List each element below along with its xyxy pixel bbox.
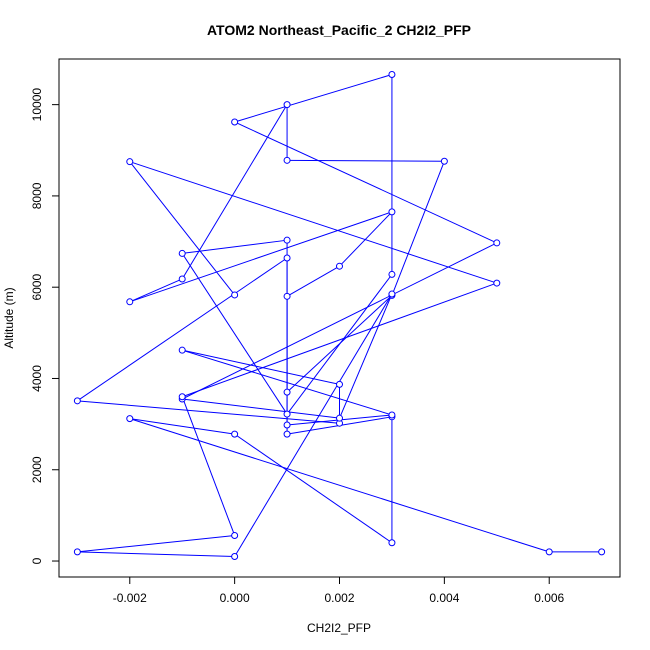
data-point (388, 539, 396, 547)
data-point (283, 430, 291, 438)
series-segment (181, 242, 498, 400)
data-point (493, 279, 501, 287)
series-segment (77, 534, 235, 553)
data-point (126, 298, 134, 306)
series-segment (234, 293, 393, 557)
series-segment (286, 265, 340, 297)
data-point (388, 411, 396, 419)
data-point (73, 548, 81, 556)
y-tick-label: 4000 (30, 365, 44, 392)
y-tick-label: 10000 (30, 88, 44, 122)
chart-title: ATOM2 Northeast_Pacific_2 CH2I2_PFP (207, 22, 471, 38)
series-segment (129, 211, 393, 303)
series-segment (234, 121, 497, 244)
series-segment (77, 551, 235, 557)
series-segment (181, 253, 288, 415)
data-point (178, 249, 186, 257)
data-point (283, 254, 291, 262)
y-tick-label: 2000 (30, 456, 44, 483)
x-tick-label: 0.006 (534, 591, 564, 605)
data-point (231, 552, 239, 560)
data-point (545, 548, 553, 556)
x-axis-label: CH2I2_PFP (307, 621, 371, 635)
data-point (283, 236, 291, 244)
series-segment (287, 159, 445, 162)
x-tick-label: -0.002 (113, 591, 147, 605)
data-point (283, 410, 291, 418)
x-tick-label: 0.000 (220, 591, 250, 605)
data-point (283, 292, 291, 300)
series-segment (182, 398, 340, 419)
series-segment (129, 418, 235, 435)
data-point (336, 262, 343, 270)
data-point (493, 239, 501, 247)
series-segment (77, 400, 340, 424)
x-tick-label: 0.002 (324, 591, 354, 605)
data-point (388, 208, 396, 216)
data-point (126, 415, 134, 423)
series-segment (129, 161, 497, 284)
y-axis: 0 2000 4000 6000 8000 10000 (30, 88, 60, 564)
data-point (283, 421, 291, 429)
x-axis: -0.002 0.000 0.002 0.004 0.006 (113, 576, 565, 605)
series-points (73, 71, 606, 560)
data-point (178, 393, 186, 401)
data-point (388, 270, 396, 278)
series-segment (391, 161, 445, 296)
series-segment (286, 274, 393, 415)
data-point (178, 275, 186, 283)
data-point (126, 158, 134, 166)
series-segment (182, 282, 497, 398)
y-tick-label: 8000 (30, 182, 44, 209)
y-axis-label: Altitude (m) (2, 287, 16, 348)
y-tick-label: 0 (30, 557, 44, 564)
data-point (283, 101, 291, 109)
data-point (598, 548, 606, 556)
x-tick-label: 0.004 (429, 591, 459, 605)
data-point (336, 414, 343, 422)
series-segment (339, 293, 393, 419)
data-point (440, 157, 448, 165)
series-segment (181, 396, 236, 536)
data-point (336, 380, 343, 388)
data-point (231, 531, 239, 539)
data-point (231, 118, 239, 126)
series-segment (234, 74, 393, 123)
data-point (388, 71, 396, 79)
data-point (231, 291, 239, 299)
data-point (283, 156, 291, 164)
series-segment (129, 278, 183, 303)
data-point (388, 290, 396, 298)
data-point (283, 388, 291, 396)
series-segment (234, 433, 393, 544)
data-point (73, 397, 81, 405)
series-segment (129, 418, 550, 553)
series-segment (339, 211, 393, 267)
series-segment (77, 257, 288, 402)
data-point (231, 430, 239, 438)
series-line (77, 74, 602, 557)
data-point (178, 346, 186, 354)
series-segment (129, 161, 236, 296)
y-tick-label: 6000 (30, 274, 44, 301)
